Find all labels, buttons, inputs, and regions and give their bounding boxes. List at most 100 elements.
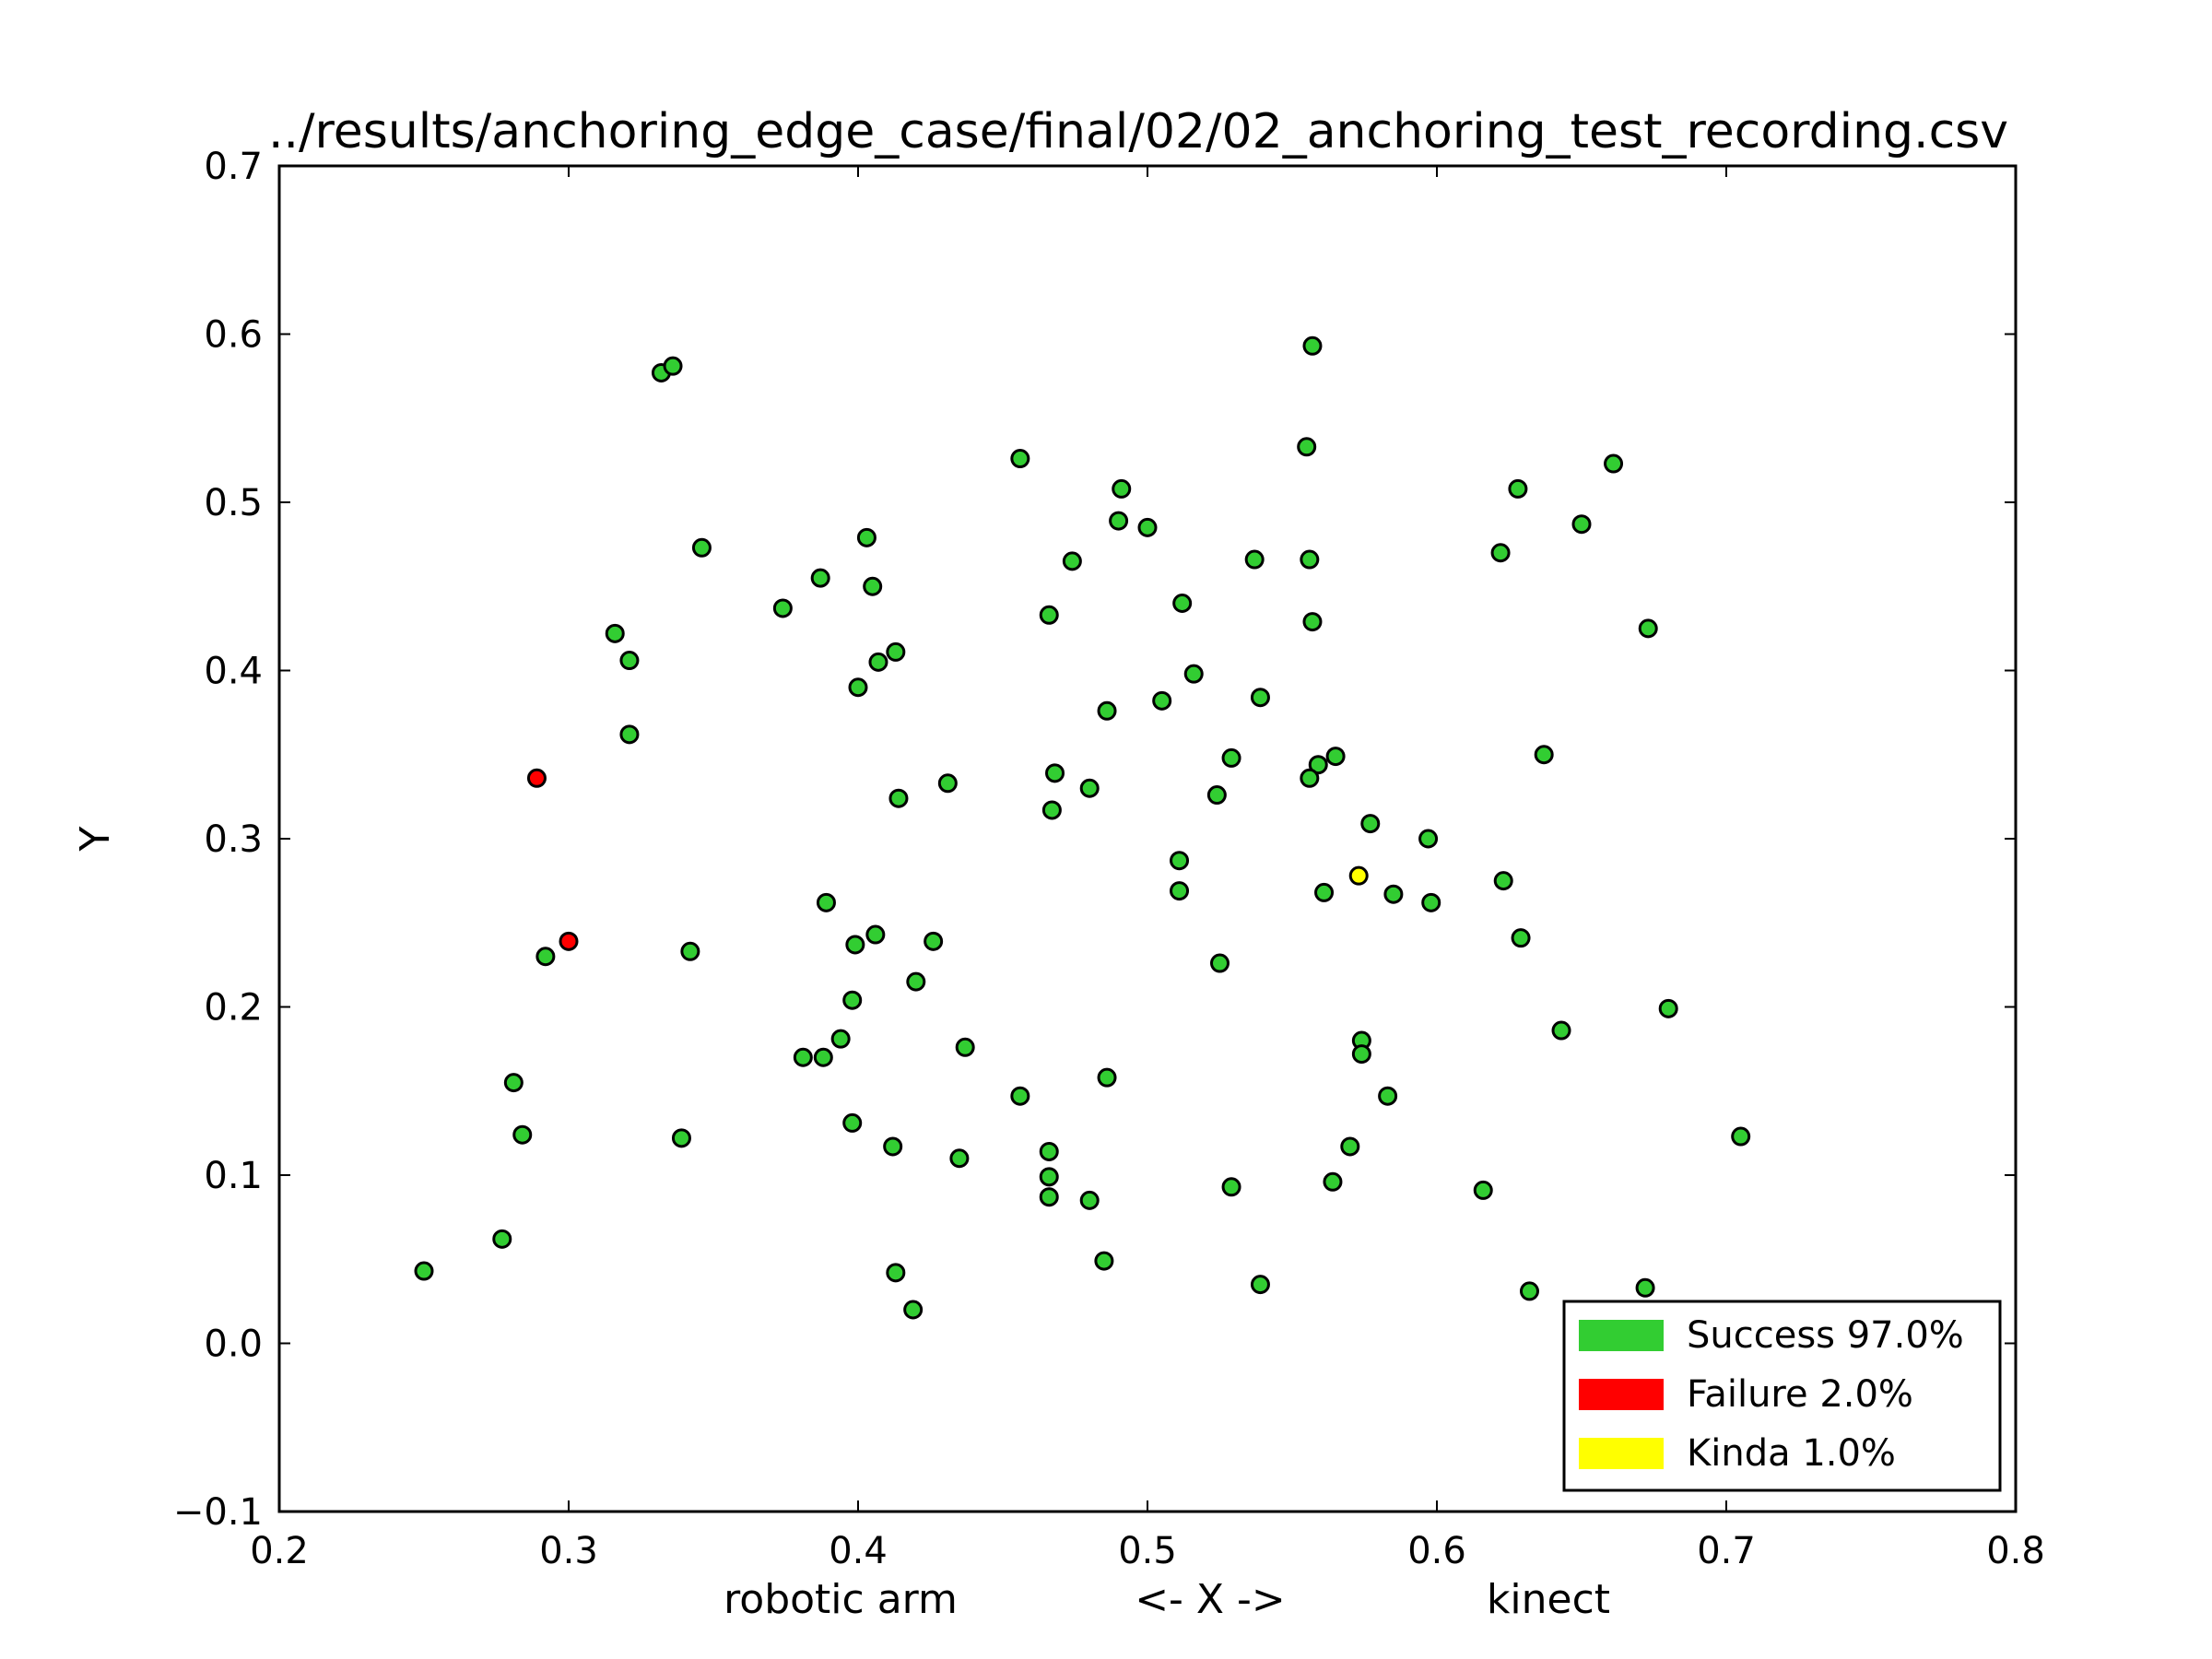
chart-title: ../results/anchoring_edge_case/final/02/… bbox=[268, 104, 2008, 159]
data-point bbox=[906, 971, 926, 992]
x-tick-label: 0.3 bbox=[539, 1530, 598, 1572]
data-point bbox=[1062, 551, 1082, 571]
data-point bbox=[886, 1263, 906, 1283]
data-point bbox=[813, 1047, 833, 1067]
data-point bbox=[1551, 1020, 1571, 1041]
x-tick-label: 0.5 bbox=[1118, 1530, 1177, 1572]
data-point bbox=[883, 1136, 903, 1157]
data-point bbox=[924, 931, 944, 951]
data-point bbox=[414, 1261, 434, 1281]
legend-swatch bbox=[1579, 1438, 1664, 1469]
data-point bbox=[1658, 998, 1678, 1018]
data-point bbox=[848, 677, 868, 698]
data-point bbox=[1210, 953, 1230, 973]
data-point bbox=[1635, 1277, 1655, 1298]
data-point bbox=[559, 931, 579, 951]
data-point bbox=[1731, 1126, 1751, 1147]
data-point bbox=[1421, 892, 1441, 912]
data-point bbox=[810, 568, 830, 588]
x-tick-label: 0.6 bbox=[1407, 1530, 1466, 1572]
data-point bbox=[1534, 745, 1554, 765]
data-point bbox=[1490, 543, 1511, 563]
data-point bbox=[845, 935, 865, 955]
data-point bbox=[1308, 755, 1328, 775]
points-layer bbox=[414, 335, 1751, 1320]
data-point bbox=[1348, 865, 1369, 886]
data-point bbox=[1351, 1044, 1371, 1065]
x-tick-label: 0.7 bbox=[1697, 1530, 1756, 1572]
data-point bbox=[1112, 478, 1132, 499]
legend-swatch bbox=[1579, 1379, 1664, 1410]
data-point bbox=[1300, 549, 1320, 570]
data-point bbox=[1170, 851, 1190, 871]
data-point bbox=[1039, 605, 1059, 625]
data-point bbox=[856, 527, 877, 547]
data-point bbox=[1473, 1180, 1493, 1200]
x-axis-label-center: <- X -> bbox=[1135, 1576, 1286, 1623]
data-point bbox=[619, 724, 640, 745]
data-point bbox=[619, 651, 640, 671]
data-point bbox=[793, 1047, 813, 1067]
data-point bbox=[1571, 514, 1592, 535]
data-point bbox=[526, 768, 547, 788]
data-point bbox=[1094, 1251, 1114, 1271]
legend-label: Kinda 1.0% bbox=[1687, 1432, 1896, 1475]
data-point bbox=[1170, 881, 1190, 901]
data-point bbox=[605, 623, 625, 643]
data-point bbox=[1383, 884, 1404, 904]
data-point bbox=[1418, 829, 1439, 849]
data-point bbox=[1172, 594, 1193, 613]
data-point bbox=[1508, 478, 1528, 499]
data-point bbox=[1183, 664, 1204, 684]
data-point bbox=[671, 1128, 691, 1148]
data-point bbox=[1206, 785, 1227, 806]
y-tick-label: 0.4 bbox=[204, 651, 263, 693]
y-axis-label: Y bbox=[72, 826, 119, 852]
data-point bbox=[1302, 335, 1323, 356]
x-axis-label-left: robotic arm bbox=[724, 1576, 958, 1623]
data-point bbox=[1079, 1190, 1100, 1210]
data-point bbox=[888, 788, 909, 808]
data-point bbox=[1079, 778, 1100, 798]
data-point bbox=[1039, 1167, 1059, 1187]
data-point bbox=[1097, 1067, 1117, 1088]
x-tick-label: 0.2 bbox=[250, 1530, 309, 1572]
legend-swatch bbox=[1579, 1320, 1664, 1351]
data-point bbox=[680, 941, 700, 961]
data-point bbox=[842, 1112, 863, 1133]
x-tick-label: 0.4 bbox=[829, 1530, 888, 1572]
data-point bbox=[1137, 517, 1158, 537]
data-point bbox=[1152, 690, 1172, 711]
data-point bbox=[1244, 549, 1265, 570]
data-point bbox=[1039, 1141, 1059, 1161]
y-tick-label: 0.0 bbox=[204, 1324, 263, 1366]
data-point bbox=[1519, 1281, 1539, 1301]
data-point bbox=[816, 892, 836, 912]
x-tick-label: 0.8 bbox=[1986, 1530, 2045, 1572]
data-point bbox=[663, 356, 683, 376]
legend: Success 97.0% Failure 2.0% Kinda 1.0% bbox=[1562, 1300, 2002, 1492]
y-tick-label: 0.3 bbox=[204, 818, 263, 861]
data-point bbox=[863, 576, 883, 596]
data-point bbox=[772, 598, 793, 618]
data-point bbox=[1300, 768, 1320, 788]
data-point bbox=[1604, 453, 1624, 474]
data-point bbox=[842, 990, 863, 1010]
data-point bbox=[1039, 1187, 1059, 1207]
data-point bbox=[1250, 688, 1270, 708]
ticks-layer: 0.2 0.3 0.4 0.5 0.6 0.7 0.8 −0.1 0.0 0.1 0.2 0.3 0.4… bbox=[173, 146, 2045, 1572]
data-point bbox=[1493, 871, 1513, 891]
data-point bbox=[1010, 1086, 1030, 1106]
data-point bbox=[903, 1300, 924, 1320]
data-point bbox=[1378, 1086, 1398, 1106]
data-point bbox=[1323, 1171, 1343, 1192]
data-point bbox=[503, 1073, 524, 1093]
plot-area-frame bbox=[277, 164, 2018, 1513]
data-point bbox=[691, 537, 712, 558]
data-point bbox=[1109, 511, 1129, 531]
data-point bbox=[1045, 763, 1065, 783]
data-point bbox=[1302, 612, 1323, 632]
data-point bbox=[512, 1124, 533, 1145]
data-point bbox=[1250, 1275, 1270, 1295]
data-point bbox=[955, 1037, 975, 1057]
